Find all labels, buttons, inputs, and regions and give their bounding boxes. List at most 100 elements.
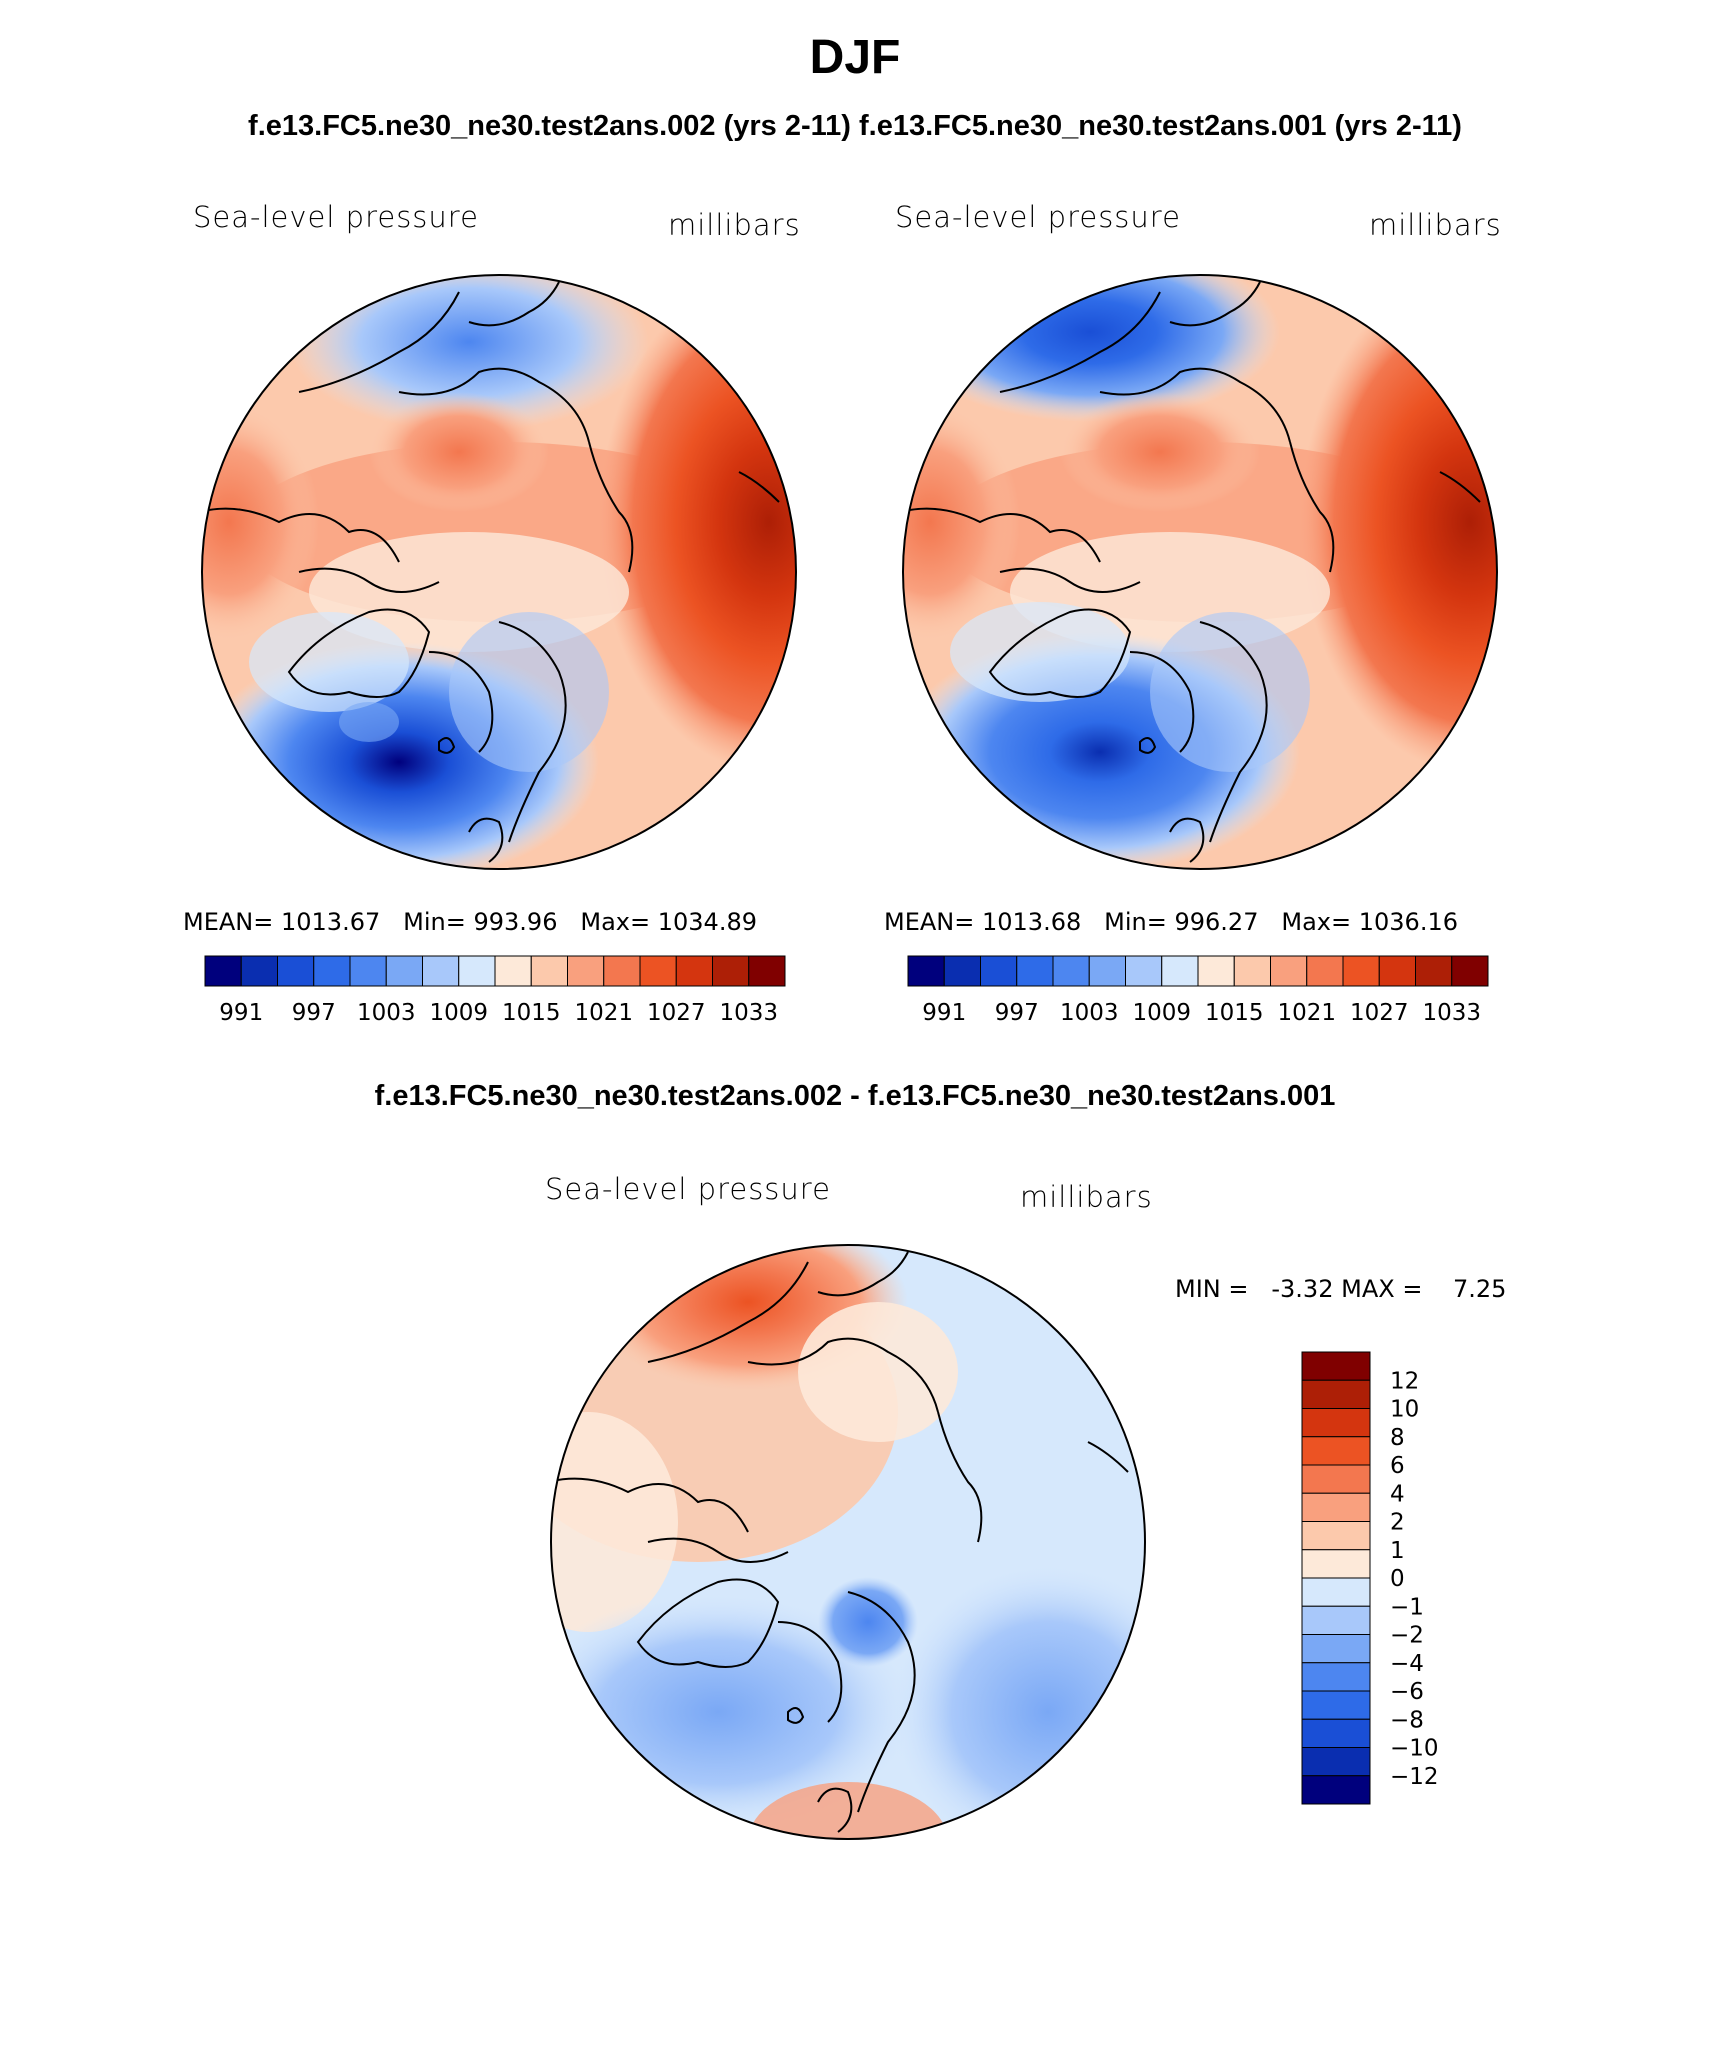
panel2-colorbar-box-5 [1088,955,1126,987]
panel1-stats: MEAN= 1013.67 Min= 993.96 Max= 1034.89 [183,908,757,936]
panel3-colorbar-box-10 [1301,1634,1371,1664]
panel3-colorbar-box-14 [1301,1747,1371,1777]
panel1-max-label: Max= [580,908,651,936]
panel2-colorbar-tick-1021: 1021 [1277,1000,1336,1026]
panel1-colorbar-box-14 [712,955,750,987]
panel3-colorbar-tick-−2: −2 [1390,1623,1424,1649]
panel3-variable-label: Sea-level pressure [545,1172,831,1206]
panel1-colorbar-box-8 [494,955,532,987]
panel1-mean-value: 1013.67 [281,908,381,936]
panel1-variable-label: Sea-level pressure [193,200,479,234]
panel2-colorbar-box-0 [907,955,945,987]
panel3-colorbar-box-11 [1301,1662,1371,1692]
panel1-colorbar-box-15 [748,955,786,987]
panel2-colorbar-box-6 [1125,955,1163,987]
panel2-colorbar-box-1 [943,955,981,987]
panel2-colorbar-box-7 [1161,955,1199,987]
panel3-colorbar-tick-6: 6 [1390,1453,1405,1479]
panel2-colorbar-tick-991: 991 [922,1000,966,1026]
panel2-colorbar-box-8 [1197,955,1235,987]
panel3-max-label: MAX = [1341,1275,1423,1303]
panel1-colorbar-box-7 [458,955,496,987]
panel1-colorbar-box-1 [240,955,278,987]
panel2-colorbar-box-3 [1016,955,1054,987]
panel2-polar-map [902,274,1498,870]
panel1-colorbar-box-13 [675,955,713,987]
panel2-colorbar-box-11 [1306,955,1344,987]
panel1-max-value: 1034.89 [657,908,757,936]
panel1-polar-map [201,274,797,870]
panel2-colorbar-box-15 [1451,955,1489,987]
panel3-colorbar-box-4 [1301,1464,1371,1494]
panel3-colorbar-box-9 [1301,1605,1371,1635]
panel1-colorbar-box-10 [567,955,605,987]
panel3-colorbar-box-0 [1301,1351,1371,1381]
panel1-colorbar-box-5 [385,955,423,987]
panel3-colorbar-tick-−12: −12 [1390,1764,1439,1790]
panel2-colorbar-box-4 [1052,955,1090,987]
panel3-colorbar-tick-12: 12 [1390,1368,1419,1394]
panel3-units-label: millibars [1020,1180,1153,1214]
panel3-colorbar-tick-2: 2 [1390,1510,1405,1536]
panel1-units-label: millibars [668,208,801,242]
panel1-colorbar-tick-1033: 1033 [719,1000,778,1026]
panel3-colorbar-box-12 [1301,1690,1371,1720]
panel1-colorbar-box-6 [422,955,460,987]
panel2-colorbar-tick-997: 997 [995,1000,1039,1026]
panel3-colorbar-box-8 [1301,1577,1371,1607]
panel3-colorbar-tick-−8: −8 [1390,1707,1424,1733]
panel3-colorbar-tick-8: 8 [1390,1425,1405,1451]
panel3-colorbar-box-15 [1301,1775,1371,1805]
panel2-stats: MEAN= 1013.68 Min= 996.27 Max= 1036.16 [884,908,1458,936]
panel3-colorbar-box-3 [1301,1436,1371,1466]
panel2-colorbar-tick-1015: 1015 [1205,1000,1264,1026]
panel1-colorbar-box-2 [277,955,315,987]
panel1-colorbar-box-12 [639,955,677,987]
panel3-polar-map [550,1244,1146,1840]
panel3-colorbar-tick-0: 0 [1390,1566,1405,1592]
panel2-mean-label: MEAN= [884,908,975,936]
difference-title: f.e13.FC5.ne30_ne30.test2ans.002 - f.e13… [374,1080,1336,1112]
figure-subtitle: f.e13.FC5.ne30_ne30.test2ans.002 (yrs 2-… [248,110,1462,142]
panel2-siberian-high [1300,275,1497,772]
panel1-map-border [201,274,797,870]
panel3-colorbar-tick-10: 10 [1390,1397,1419,1423]
panel2-colorbar-box-2 [980,955,1018,987]
panel1-colorbar-tick-1027: 1027 [647,1000,706,1026]
panel2-max-label: Max= [1281,908,1352,936]
panel3-colorbar-box-5 [1301,1492,1371,1522]
panel1-colorbar-tick-1015: 1015 [502,1000,561,1026]
panel3-colorbar-tick-1: 1 [1390,1538,1405,1564]
panel1-colorbar-tick-991: 991 [219,1000,263,1026]
panel3-min-label: MIN = [1175,1275,1249,1303]
panel2-min-value: 996.27 [1174,908,1259,936]
panel1-min-label: Min= [403,908,466,936]
panel1-colorbar: 991 997 1003 1009 1015 1021 1027 1033 [204,955,786,1026]
panel2-units-label: millibars [1369,208,1502,242]
panel1-colorbar-tick-1009: 1009 [429,1000,488,1026]
panel1-colorbar-box-9 [530,955,568,987]
panel1-colorbar-box-0 [204,955,242,987]
panel3-colorbar-tick-−4: −4 [1390,1651,1424,1677]
panel2-colorbar-box-9 [1233,955,1271,987]
panel2-colorbar-box-10 [1270,955,1308,987]
panel3-colorbar-tick-−6: −6 [1390,1679,1424,1705]
panel1-colorbar-tick-997: 997 [292,1000,336,1026]
panel1-colorbar-box-3 [313,955,351,987]
panel2-colorbar-tick-1009: 1009 [1132,1000,1191,1026]
panel3-max-value: 7.25 [1452,1275,1507,1303]
panel3-colorbar-tick-4: 4 [1390,1481,1405,1507]
panel2-colorbar-box-13 [1378,955,1416,987]
panel2-colorbar-box-14 [1415,955,1453,987]
panel2-map-border [902,274,1498,870]
panel1-siberian-high [599,275,796,772]
panel3-map-border [550,1244,1146,1840]
panel3-colorbar-box-7 [1301,1549,1371,1579]
panel1-colorbar-tick-1021: 1021 [574,1000,633,1026]
panel2-colorbar-tick-1033: 1033 [1422,1000,1481,1026]
panel2-colorbar-tick-1027: 1027 [1350,1000,1409,1026]
panel2-colorbar-box-12 [1342,955,1380,987]
panel2-colorbar: 991 997 1003 1009 1015 1021 1027 1033 [907,955,1489,1026]
panel3-colorbar-box-6 [1301,1521,1371,1551]
